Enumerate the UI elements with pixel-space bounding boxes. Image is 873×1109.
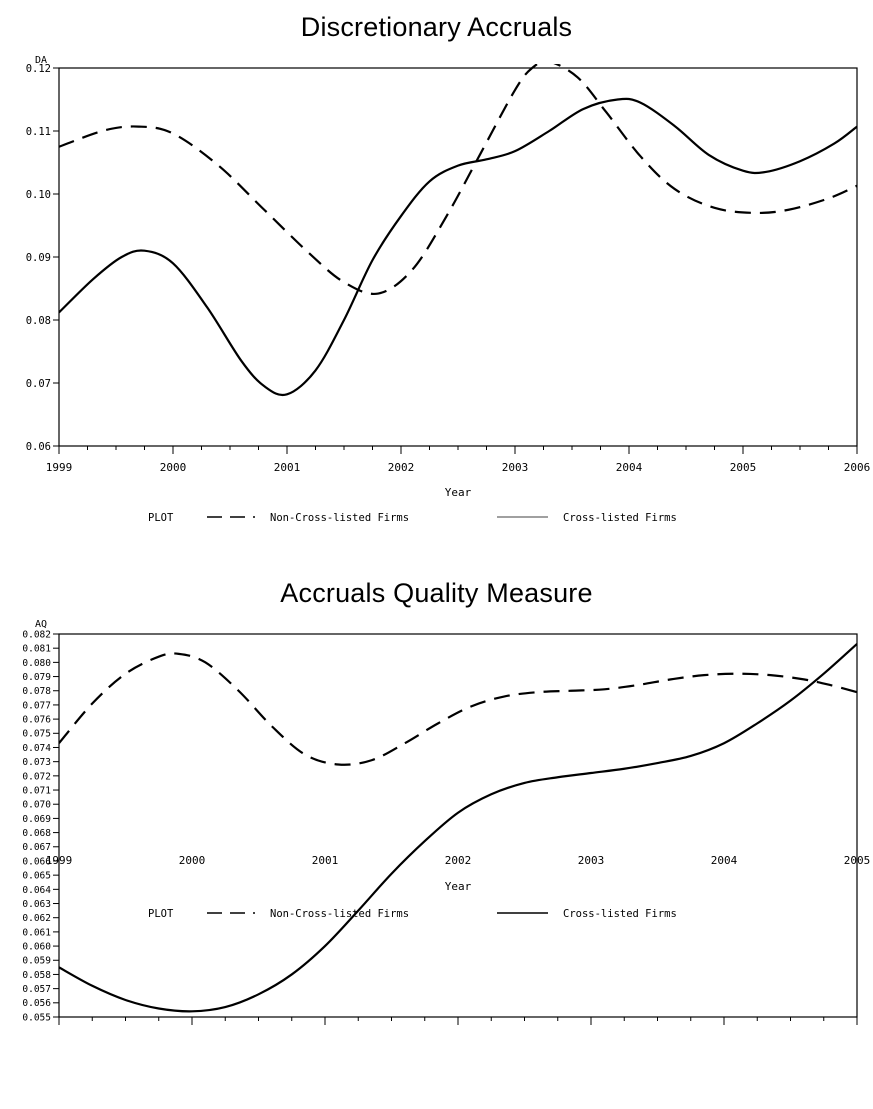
x-tick-label: 2003 <box>578 854 605 867</box>
y-tick-label: 0.062 <box>22 913 51 924</box>
chart-discretionary-accruals: DA 0.06 0.07 0.08 0.09 0.10 0.11 0.12 1999 2000 20… <box>26 55 871 524</box>
x-axis-label: Year <box>445 486 472 499</box>
x-tick-label: 1999 <box>46 461 73 474</box>
y-tick-label: 0.08 <box>26 315 51 327</box>
x-tick-label: 2006 <box>844 461 871 474</box>
x-axis-label: Year <box>445 880 472 893</box>
plot-frame <box>58 633 858 1018</box>
y-tick-label: 0.081 <box>22 644 51 655</box>
y-tick-label: 0.070 <box>22 800 51 811</box>
series-line-cross-listed <box>59 643 857 1013</box>
x-tick-label: 2005 <box>730 461 757 474</box>
y-tick-label: 0.066 <box>22 856 51 867</box>
y-tick-label: 0.067 <box>22 842 51 853</box>
series-line-non-cross-listed <box>59 652 857 766</box>
y-tick-label: 0.079 <box>22 672 51 683</box>
legend-title: PLOT <box>148 908 174 920</box>
y-tick-label: 0.09 <box>26 252 51 264</box>
y-tick-label: 0.074 <box>22 743 51 754</box>
y-tick-label: 0.057 <box>22 984 51 995</box>
x-tick-label: 2000 <box>179 854 206 867</box>
y-tick-label: 0.072 <box>22 771 51 782</box>
y-tick-label: 0.071 <box>22 785 51 796</box>
x-tick-label: 2004 <box>616 461 643 474</box>
x-tick-label: 2002 <box>445 854 472 867</box>
y-tick-label: 0.064 <box>22 885 51 896</box>
chart-accruals-quality: AQ 0.055 0.056 0.057 0.058 0.059 0.060 0.061 0.0… <box>22 619 871 1025</box>
y-tick-label: 0.065 <box>22 871 51 882</box>
y-tick-label: 0.061 <box>22 927 51 938</box>
y-tick-label: 0.063 <box>22 899 51 910</box>
y-tick-label: 0.059 <box>22 956 51 967</box>
plot-frame <box>58 67 858 447</box>
series-line-non-cross-listed <box>59 64 857 296</box>
legend-entry-non-cross-listed: Non-Cross-listed Firms <box>270 908 409 920</box>
x-tick-label: 2005 <box>844 854 871 867</box>
y-tick-label: 0.12 <box>26 63 51 75</box>
chart-title-accruals-quality: Accruals Quality Measure <box>280 578 593 608</box>
y-tick-label: 0.056 <box>22 998 51 1009</box>
series-line-cross-listed <box>59 97 857 397</box>
x-tick-label: 2000 <box>160 461 187 474</box>
y-tick-label: 0.078 <box>22 686 51 697</box>
x-tick-label: 2002 <box>388 461 415 474</box>
y-tick-label: 0.080 <box>22 658 51 669</box>
y-tick-label: 0.076 <box>22 715 51 726</box>
y-tick-label: 0.06 <box>26 441 51 453</box>
y-tick-label: 0.073 <box>22 757 51 768</box>
x-tick-label: 2001 <box>312 854 339 867</box>
legend-entry-cross-listed: Cross-listed Firms <box>563 512 677 524</box>
y-axis-label: AQ <box>35 619 47 630</box>
x-tick-label: 2001 <box>274 461 301 474</box>
y-axis-label: DA <box>35 55 47 66</box>
y-tick-label: 0.075 <box>22 729 51 740</box>
x-tick-label: 2003 <box>502 461 529 474</box>
y-tick-label: 0.077 <box>22 700 51 711</box>
chart-title-discretionary-accruals: Discretionary Accruals <box>300 12 573 42</box>
y-tick-label: 0.055 <box>22 1012 51 1023</box>
legend-title: PLOT <box>148 512 174 524</box>
y-tick-label: 0.082 <box>22 629 51 640</box>
y-tick-label: 0.058 <box>22 970 51 981</box>
legend-entry-cross-listed: Cross-listed Firms <box>563 908 677 920</box>
legend-entry-non-cross-listed: Non-Cross-listed Firms <box>270 512 409 524</box>
y-tick-label: 0.069 <box>22 814 51 825</box>
y-tick-label: 0.10 <box>26 189 51 201</box>
x-tick-label: 2004 <box>711 854 738 867</box>
y-tick-label: 0.068 <box>22 828 51 839</box>
x-tick-label: 1999 <box>46 854 73 867</box>
y-tick-label: 0.07 <box>26 378 51 390</box>
y-tick-label: 0.11 <box>26 126 51 138</box>
y-tick-label: 0.060 <box>22 941 51 952</box>
